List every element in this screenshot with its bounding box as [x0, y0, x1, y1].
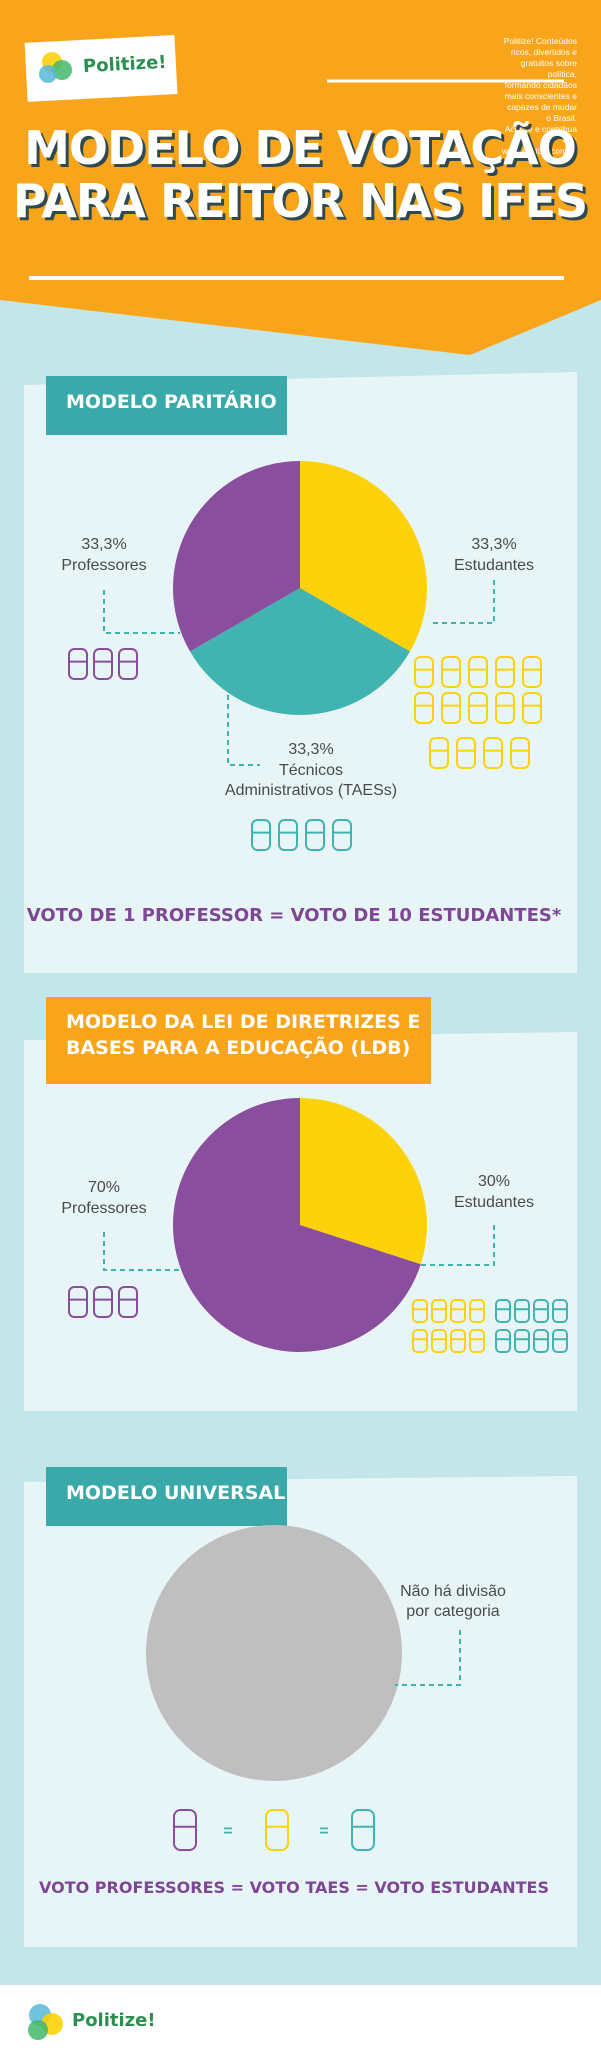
person-icon [251, 819, 271, 851]
category-label: Não há divisão por categoria [400, 1583, 506, 1620]
person-icon [514, 1299, 530, 1323]
person-icon [412, 1329, 428, 1353]
person-icon [93, 648, 113, 680]
logo-box [24, 35, 178, 102]
person-icon [414, 692, 434, 724]
pie-slice [300, 1098, 427, 1265]
category-label: Técnicos Administrativos (TAESs) [224, 762, 398, 799]
person-icon [431, 1299, 447, 1323]
person-icon [414, 656, 434, 688]
tab [46, 1467, 287, 1526]
value-label: 33,3% [471, 536, 517, 553]
footer-logo-text: Politize! [72, 2010, 156, 2031]
logo-bubble [39, 65, 57, 83]
person-icon [351, 1809, 375, 1851]
equals-sign: = [223, 1823, 233, 1840]
person-icon [533, 1329, 549, 1353]
section-title: MODELO PARITÁRIO [66, 391, 277, 413]
person-icon [450, 1299, 466, 1323]
person-icon [468, 692, 488, 724]
value-label: 30% [477, 1173, 511, 1190]
person-icon [173, 1809, 197, 1851]
category-label: Estudantes [453, 1194, 535, 1211]
category-label: Professores [61, 1200, 147, 1217]
value-label: 33,3% [288, 741, 334, 758]
note: VOTO PROFESSORES = VOTO TAES = VOTO ESTU… [39, 1878, 549, 1897]
value-label: 70% [87, 1179, 121, 1196]
person-icon [68, 648, 88, 680]
person-icon [278, 819, 298, 851]
person-icon [118, 648, 138, 680]
connector [430, 580, 495, 624]
person-icon [510, 737, 530, 769]
equals-sign: = [319, 1823, 329, 1840]
person-icon [305, 819, 325, 851]
person-icon [429, 737, 449, 769]
category-label: Estudantes [453, 557, 535, 574]
section-title: MODELO UNIVERSAL [66, 1482, 286, 1504]
person-icon [495, 692, 515, 724]
person-icon [441, 656, 461, 688]
person-icon [495, 656, 515, 688]
note: VOTO DE 1 PROFESSOR = VOTO DE 10 ESTUDAN… [26, 905, 562, 926]
pie-slice [300, 461, 428, 652]
person-icon [431, 1329, 447, 1353]
connector [227, 695, 260, 766]
person-icon [522, 692, 542, 724]
person-icon [514, 1329, 530, 1353]
connector [395, 1630, 461, 1686]
person-icon [68, 1286, 88, 1318]
person-icon [495, 1329, 511, 1353]
tab [46, 997, 431, 1084]
person-icon [441, 692, 461, 724]
person-icon [412, 1299, 428, 1323]
universal-circle [146, 1525, 402, 1781]
main-title: MODELO DE VOTAÇÃO PARA REITOR NAS IFES [12, 121, 588, 228]
person-icon [468, 656, 488, 688]
person-icon [533, 1299, 549, 1323]
footer-band [0, 1985, 601, 2048]
person-icon [483, 737, 503, 769]
person-icon [469, 1299, 485, 1323]
pie-slice [173, 1098, 421, 1353]
person-icon [495, 1299, 511, 1323]
person-icon [456, 737, 476, 769]
person-icon [469, 1329, 485, 1353]
connectors [103, 580, 495, 1686]
logo-bubble [52, 60, 72, 80]
person-icon [552, 1299, 568, 1323]
logo-text: Politize! [82, 51, 168, 78]
connector [420, 1225, 495, 1266]
person-icon [332, 819, 352, 851]
person-icon [450, 1329, 466, 1353]
logo-bubble [28, 2020, 48, 2040]
tagline: Politize! Conteúdos ricos, divertidos e … [501, 36, 577, 157]
person-icon [93, 1286, 113, 1318]
tab [46, 376, 287, 435]
person-icon [522, 656, 542, 688]
pie-slice [172, 461, 300, 652]
section-title: MODELO DA LEI DE DIRETRIZES E BASES PARA… [66, 1011, 421, 1059]
category-label: Professores [61, 557, 147, 574]
person-icon [265, 1809, 289, 1851]
connector [103, 1232, 185, 1271]
person-icon [118, 1286, 138, 1318]
value-label: 33,3% [81, 536, 127, 553]
connector [103, 590, 180, 634]
person-icon [552, 1329, 568, 1353]
